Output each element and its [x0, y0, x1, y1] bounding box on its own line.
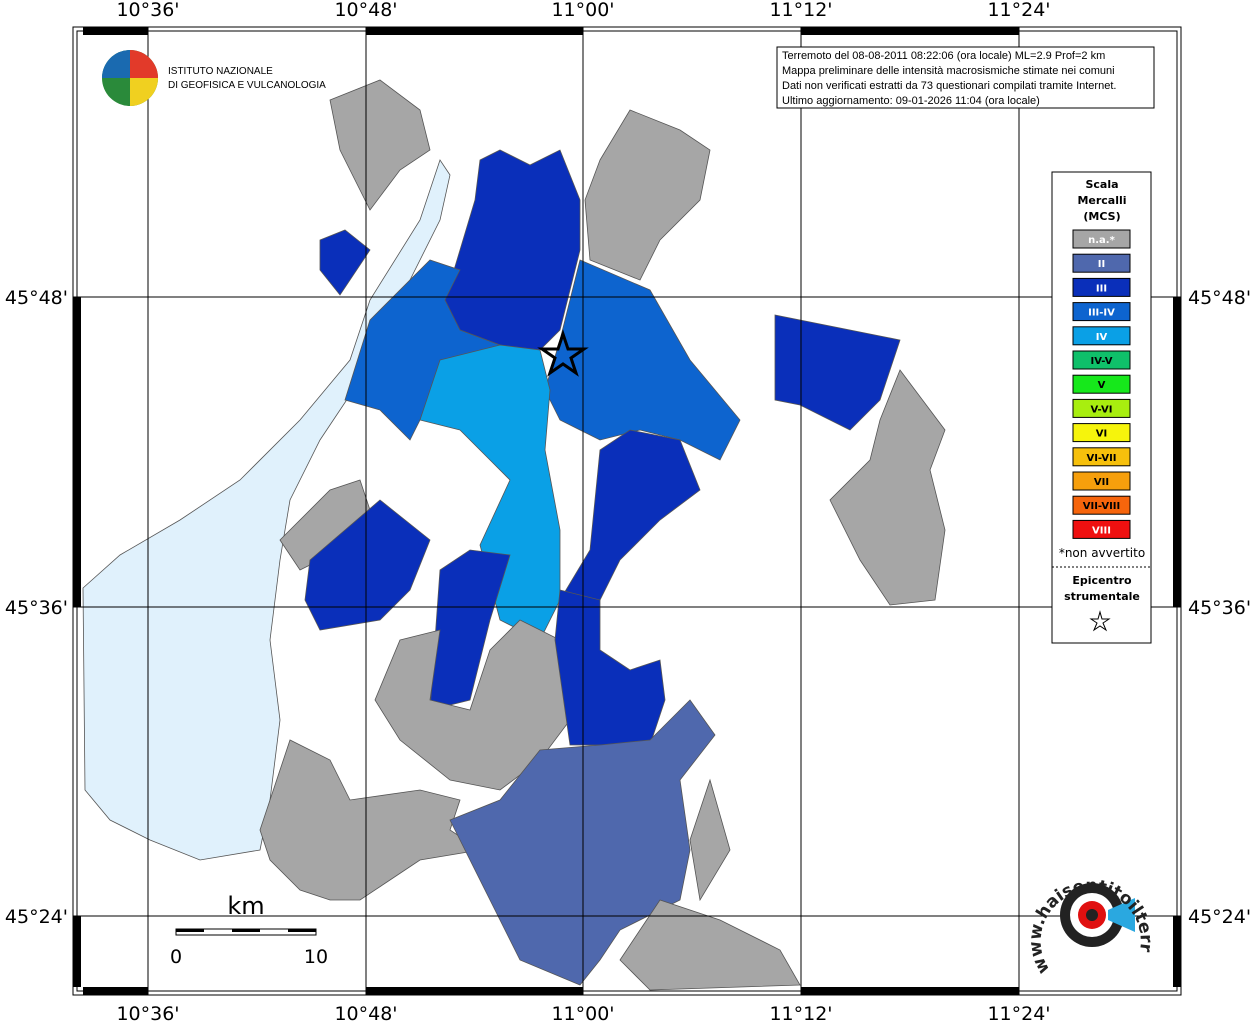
legend-label: VI-VII [1086, 453, 1116, 464]
legend-swatch [1072, 229, 1131, 249]
frame-segment [366, 987, 583, 995]
area [689, 778, 731, 902]
info-line: Ultimo aggiornamento: 09-01-2026 11:04 (… [782, 95, 1040, 107]
frame-segment [1173, 916, 1181, 987]
area [619, 899, 801, 991]
lon-label: 10°48' [334, 1003, 397, 1024]
legend-label: n.a.* [1088, 235, 1115, 246]
legend-label: III [1096, 283, 1107, 294]
legend-swatch [1072, 423, 1131, 443]
legend: Scala Mercalli (MCS) *non avvertito Epic… [1051, 171, 1152, 644]
legend-title: (MCS) [1083, 210, 1120, 223]
frame-segment [1173, 297, 1181, 607]
info-line: Mappa preliminare delle intensità macros… [782, 65, 1115, 77]
legend-label: VI [1096, 429, 1107, 440]
scale-label: 10 [304, 946, 328, 968]
site-logo-horn [1108, 898, 1135, 932]
lon-label: 11°24' [987, 0, 1050, 21]
logo: ISTITUTO NAZIONALE DI GEOFISICA E VULCAN… [102, 50, 326, 106]
frame-segment [801, 987, 1019, 995]
logo-globe-part [102, 50, 130, 78]
info-box: Terremoto del 08-08-2011 08:22:06 (ora l… [776, 46, 1155, 109]
area [444, 149, 581, 351]
map-shapes [82, 79, 946, 991]
site-logo-ring [1086, 909, 1098, 921]
legend-label: V [1098, 380, 1106, 391]
logo-text: ISTITUTO NAZIONALE [168, 66, 273, 77]
legend-note: *non avvertito [1059, 546, 1145, 560]
area [774, 314, 901, 431]
lon-label: 10°36' [116, 1003, 179, 1024]
legend-swatch [1072, 398, 1131, 418]
info-line: Dati non verificati estratti da 73 quest… [782, 80, 1116, 92]
legend-swatch [1072, 277, 1131, 297]
epicenter-star [537, 329, 589, 377]
legend-label: VII-VIII [1083, 501, 1121, 512]
lat-label: 45°36' [5, 597, 68, 619]
legend-label: VIII [1092, 525, 1111, 536]
frame-segment [83, 27, 148, 35]
scale-label: 0 [170, 946, 182, 968]
logo-text: DI GEOFISICA E VULCANOLOGIA [168, 80, 326, 91]
logo-globe-part [130, 50, 158, 78]
lon-label: 11°24' [987, 1003, 1050, 1024]
frame-segment [83, 987, 148, 995]
legend-swatch [1072, 350, 1131, 370]
scale-bar-segment [288, 929, 316, 932]
legend-epicenter: Epicentro [1072, 574, 1132, 587]
lon-label: 11°00' [551, 0, 614, 21]
frame-segment [366, 27, 583, 35]
legend-swatch [1072, 374, 1131, 394]
legend-label: IV [1096, 332, 1108, 343]
area [829, 369, 946, 606]
info-line: Terremoto del 08-08-2011 08:22:06 (ora l… [782, 50, 1105, 62]
legend-swatch [1072, 326, 1131, 346]
axis-labels: 10°36' 10°48' 11°00' 11°12' 11°24' 10°36… [5, 0, 1251, 1024]
scale-unit: km [227, 892, 264, 920]
area [319, 229, 371, 296]
area [329, 79, 431, 211]
lon-label: 11°12' [769, 0, 832, 21]
area [584, 109, 711, 281]
frame-segment [73, 297, 81, 607]
lat-label: 45°48' [5, 287, 68, 309]
legend-label: IV-V [1091, 356, 1113, 367]
frame-segment [73, 916, 81, 987]
legend-title: Mercalli [1077, 194, 1126, 207]
area [304, 499, 431, 631]
lat-label: 45°48' [1188, 287, 1251, 309]
lon-label: 10°48' [334, 0, 397, 21]
legend-swatch [1072, 519, 1131, 539]
legend-label: V-VI [1091, 404, 1113, 415]
frame-segment [801, 27, 1019, 35]
legend-star [1089, 610, 1111, 632]
legend-swatch [1072, 447, 1131, 467]
legend-swatch [1072, 302, 1131, 322]
lon-label: 10°36' [116, 0, 179, 21]
legend-swatch [1072, 495, 1131, 515]
legend-label: III-IV [1088, 308, 1115, 319]
lat-label: 45°24' [1188, 906, 1251, 928]
lat-label: 45°24' [5, 906, 68, 928]
scale-bar: km 0 10 [170, 892, 328, 968]
legend-title: Scala [1085, 178, 1118, 191]
legend-swatch [1072, 471, 1131, 491]
lon-label: 11°12' [769, 1003, 832, 1024]
lat-label: 45°36' [1188, 597, 1251, 619]
grid [73, 27, 1181, 995]
info-frame [776, 46, 1155, 109]
frame [72, 26, 1182, 996]
legend-swatch [1072, 253, 1131, 273]
legend-epicenter: strumentale [1064, 590, 1140, 603]
legend-label: VII [1094, 477, 1109, 488]
lon-label: 11°00' [551, 1003, 614, 1024]
scale-bar-segment [176, 929, 204, 932]
logo-globe-part [130, 78, 158, 106]
scale-bar-segment [232, 929, 260, 932]
area [559, 429, 701, 652]
legend-label: II [1098, 259, 1105, 270]
